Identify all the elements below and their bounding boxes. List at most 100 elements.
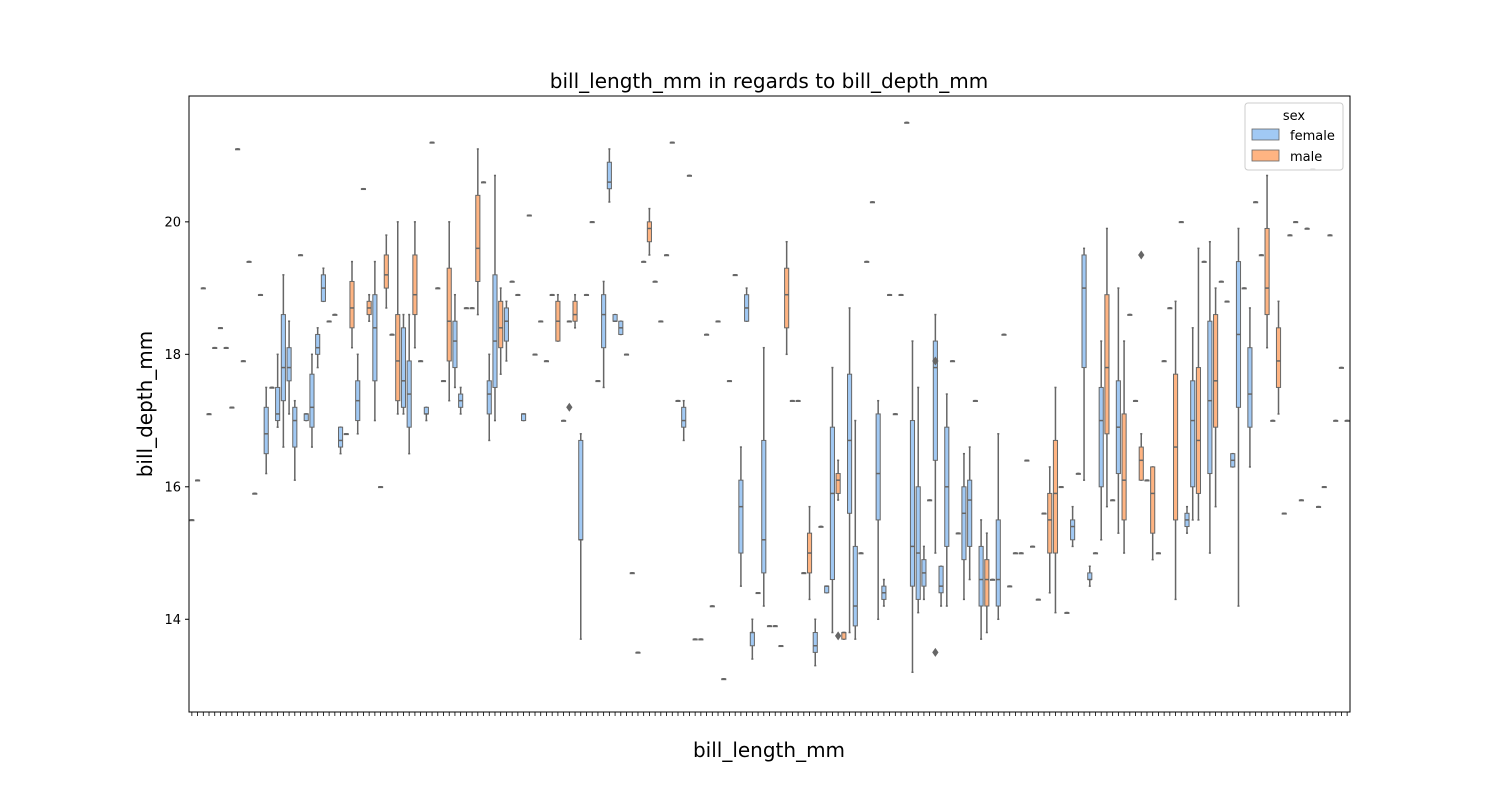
- outlier-point: [566, 402, 573, 412]
- box-female: [932, 313, 938, 554]
- box-female: [360, 187, 366, 191]
- box-male: [498, 287, 504, 375]
- box-male: [1173, 300, 1179, 601]
- legend: sex female male: [1244, 102, 1344, 171]
- box-male: [1047, 466, 1053, 594]
- box-female: [829, 366, 835, 634]
- box-female: [486, 353, 492, 442]
- box-iqr: [978, 545, 984, 607]
- box-female: [1018, 552, 1024, 555]
- box-male: [1167, 307, 1173, 310]
- box-female: [1110, 499, 1116, 502]
- box-male: [1298, 499, 1304, 502]
- y-axis-label: bill_depth_mm: [133, 331, 157, 478]
- box-male: [366, 293, 372, 322]
- box-female: [303, 413, 309, 422]
- y-tick-label: 20: [164, 215, 181, 230]
- box-female: [749, 618, 755, 660]
- box-male: [984, 532, 990, 634]
- box-female: [372, 260, 378, 422]
- box-female: [309, 353, 315, 448]
- box-iqr: [400, 327, 407, 408]
- box-male: [1270, 419, 1276, 422]
- box-iqr: [852, 545, 858, 627]
- box-male: [1264, 174, 1270, 349]
- box-female: [789, 399, 795, 402]
- box-iqr: [967, 479, 973, 547]
- box-male: [549, 293, 555, 297]
- box-female: [240, 360, 246, 363]
- box-male: [669, 141, 675, 144]
- box-female: [543, 360, 550, 363]
- box-male: [1201, 260, 1207, 263]
- box-female: [761, 346, 767, 607]
- box-iqr: [263, 406, 269, 455]
- box-iqr: [315, 333, 321, 355]
- box-male: [480, 181, 487, 184]
- box-female: [332, 313, 338, 316]
- box-female: [1247, 307, 1253, 468]
- box-female: [338, 426, 344, 455]
- box-iqr: [1207, 320, 1213, 475]
- box-female: [1144, 479, 1150, 482]
- box-female: [246, 260, 252, 263]
- box-female: [458, 386, 464, 415]
- box-male: [1127, 313, 1133, 316]
- box-female: [1115, 287, 1121, 534]
- box-female: [418, 360, 424, 363]
- box-iqr: [492, 274, 498, 388]
- box-male: [692, 638, 698, 641]
- box-female: [967, 446, 973, 581]
- box-iqr: [1275, 327, 1282, 388]
- box-female: [206, 413, 212, 416]
- box-male: [446, 221, 452, 402]
- box-female: [257, 293, 264, 297]
- box-iqr: [475, 194, 481, 282]
- box-iqr: [383, 254, 389, 289]
- legend-swatch-male: [1251, 149, 1280, 162]
- box-female: [503, 300, 509, 362]
- box-iqr: [1070, 519, 1076, 541]
- box-iqr: [498, 300, 504, 349]
- box-female: [881, 578, 887, 607]
- box-iqr: [829, 426, 835, 581]
- box-male: [1064, 611, 1070, 614]
- box-iqr: [1087, 572, 1093, 581]
- box-female: [406, 313, 412, 455]
- box-female: [847, 307, 853, 634]
- box-male: [509, 280, 515, 283]
- box-female: [343, 433, 349, 436]
- box-female: [858, 552, 864, 555]
- box-female: [1190, 327, 1196, 521]
- outlier-point: [932, 356, 939, 366]
- legend-swatch-female: [1251, 128, 1280, 141]
- box-male: [864, 260, 870, 263]
- box-iqr: [875, 413, 881, 521]
- box-female: [326, 320, 332, 323]
- outlier-point: [1138, 250, 1145, 260]
- box-female: [704, 333, 710, 336]
- y-tick-label: 18: [164, 348, 181, 363]
- box-iqr: [738, 479, 744, 554]
- box-female: [263, 386, 269, 475]
- box-iqr: [915, 486, 921, 600]
- plot-frame: [188, 95, 1351, 713]
- box-female: [595, 380, 601, 383]
- box-iqr: [606, 161, 612, 190]
- box-male: [869, 201, 876, 204]
- box-male: [469, 307, 475, 310]
- box-iqr: [1195, 367, 1201, 494]
- box-iqr: [446, 267, 452, 362]
- box-female: [995, 433, 1001, 621]
- box-male: [1218, 280, 1224, 283]
- box-male: [383, 234, 389, 309]
- box-male: [1138, 433, 1144, 481]
- box-iqr: [412, 254, 418, 316]
- box-iqr: [835, 473, 841, 494]
- box-iqr: [349, 280, 355, 329]
- box-iqr: [286, 347, 292, 382]
- box-female: [938, 565, 944, 607]
- box-female: [589, 221, 595, 224]
- box-male: [235, 148, 241, 151]
